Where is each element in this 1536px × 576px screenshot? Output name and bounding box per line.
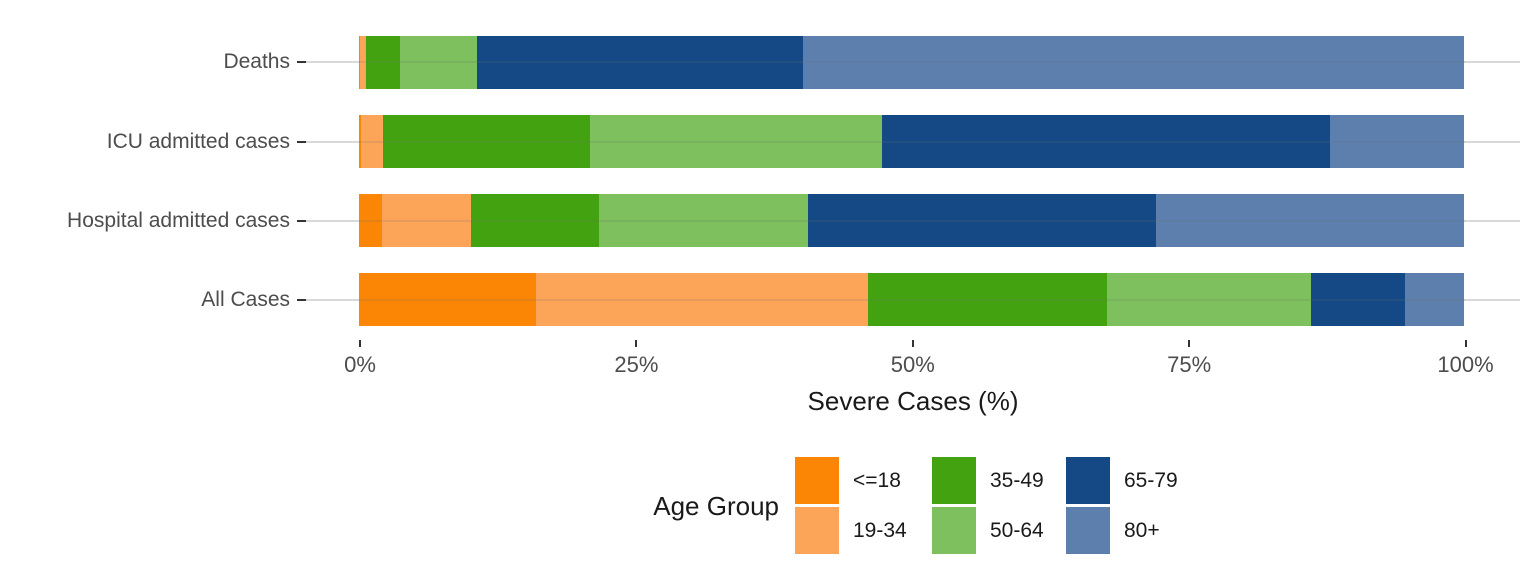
- bar-segment-80+: [1404, 273, 1465, 326]
- legend-swatch-80+: [1066, 507, 1110, 554]
- y-axis-tick: [297, 219, 306, 222]
- category-label: ICU admitted cases: [106, 129, 290, 153]
- legend-label: 80+: [1124, 519, 1160, 542]
- bar-segment-19-34: [382, 194, 471, 247]
- x-axis-tick: [911, 340, 914, 347]
- bar-segment-35-49: [470, 194, 599, 247]
- bar-segment-50-64: [590, 115, 882, 168]
- bar-segment-65-79: [807, 194, 1157, 247]
- x-tick-label: 50%: [890, 352, 935, 377]
- bar-row: [359, 194, 1465, 247]
- bar-segment-19-34: [535, 273, 868, 326]
- x-tick-label: 75%: [1167, 352, 1212, 377]
- bar-segment-35-49: [365, 35, 400, 89]
- legend-title: Age Group: [653, 490, 779, 521]
- legend-label: 65-79: [1124, 469, 1178, 492]
- bar-segment-<=18: [359, 273, 536, 326]
- category-label: All Cases: [201, 287, 290, 311]
- bar-segment-50-64: [598, 194, 808, 247]
- legend-swatch-19-34: [795, 507, 839, 554]
- x-tick-label: 100%: [1437, 352, 1494, 377]
- bar-row: [359, 115, 1465, 168]
- bar-segment-80+: [1329, 115, 1465, 168]
- legend-swatch-<=18: [795, 457, 839, 504]
- y-axis-tick: [297, 298, 306, 301]
- category-label: Hospital admitted cases: [67, 208, 290, 232]
- y-axis-tick: [297, 140, 306, 143]
- bar-row: [359, 35, 1465, 89]
- bar-row: [359, 273, 1465, 326]
- bar-segment-65-79: [881, 115, 1330, 168]
- x-axis-tick: [1188, 340, 1191, 347]
- legend-label: 50-64: [990, 519, 1044, 542]
- y-axis-tick: [297, 61, 306, 63]
- x-axis-tick: [359, 340, 361, 347]
- x-axis-tick: [1464, 340, 1467, 347]
- bar-segment-<=18: [359, 194, 383, 247]
- bar-segment-80+: [803, 35, 1465, 89]
- legend-label: 35-49: [990, 469, 1044, 492]
- legend-swatch-35-49: [932, 457, 976, 504]
- x-axis-title: Severe Cases (%): [807, 386, 1019, 416]
- bar-segment-<=18: [359, 35, 361, 89]
- gridline-over-bar: [359, 140, 1465, 143]
- x-axis-tick: [635, 340, 638, 347]
- legend-swatch-50-64: [932, 507, 976, 554]
- bar-segment-65-79: [1310, 273, 1405, 326]
- bar-segment-50-64: [399, 35, 478, 89]
- legend-label: <=18: [853, 469, 901, 492]
- gridline-over-bar: [359, 298, 1465, 301]
- gridline-over-bar: [359, 61, 1465, 63]
- legend-label: 19-34: [853, 519, 907, 542]
- bar-segment-35-49: [383, 115, 591, 168]
- bar-segment-35-49: [867, 273, 1108, 326]
- x-tick-label: 25%: [614, 352, 659, 377]
- bar-segment-80+: [1156, 194, 1465, 247]
- bar-segment-19-34: [360, 35, 366, 89]
- x-tick-label: 0%: [344, 352, 376, 377]
- bar-segment-19-34: [361, 115, 384, 168]
- bar-segment-65-79: [477, 35, 804, 89]
- bar-segment-50-64: [1107, 273, 1311, 326]
- category-label: Deaths: [223, 50, 290, 73]
- legend-swatch-65-79: [1066, 457, 1110, 504]
- bar-segment-<=18: [359, 115, 362, 168]
- gridline-over-bar: [359, 219, 1465, 222]
